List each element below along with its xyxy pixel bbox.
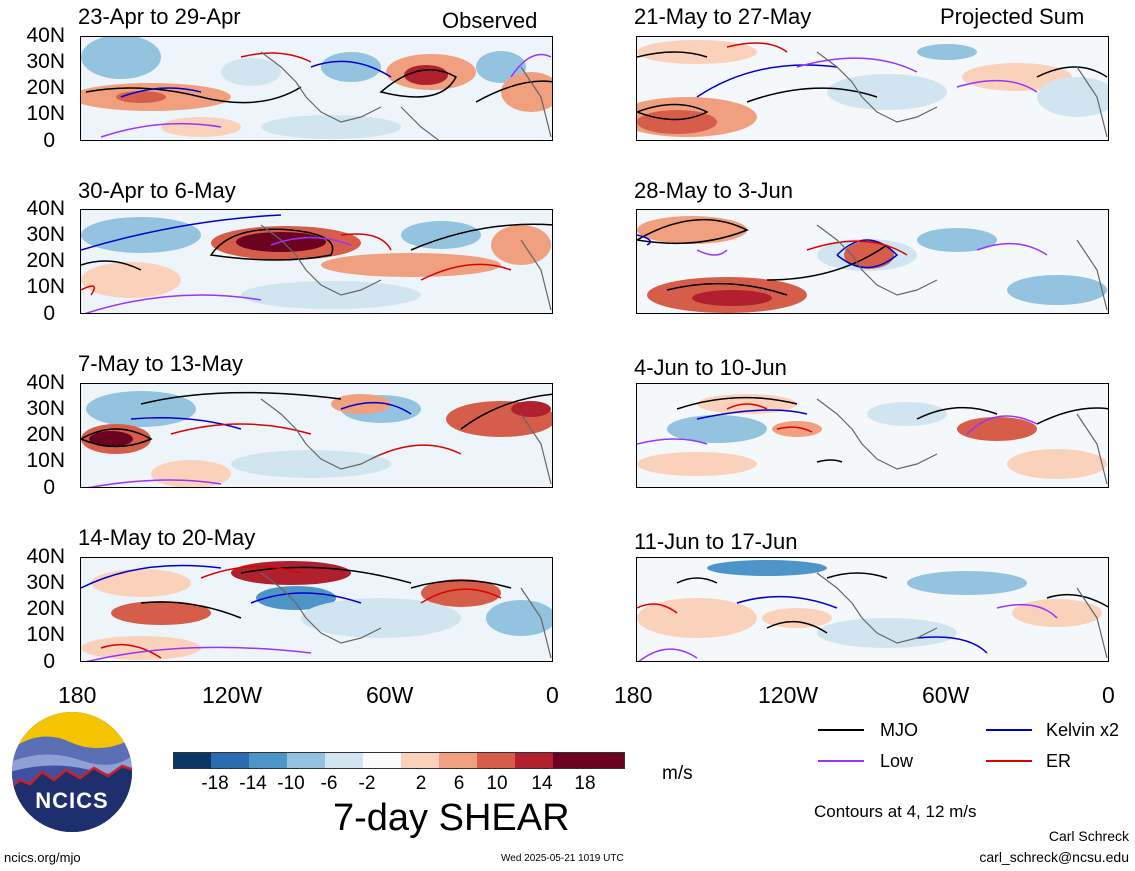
lat-label: 0	[43, 650, 55, 673]
colorbar-tick: 14	[531, 773, 553, 794]
lat-label: 40N	[26, 545, 65, 568]
shear-field	[81, 210, 552, 313]
colorbar-swatch	[173, 752, 211, 769]
logo-text: NCICS	[35, 788, 109, 813]
colorbar-tick: -2	[358, 773, 376, 794]
lat-label: 20N	[26, 597, 65, 620]
lon-label: 0	[546, 682, 559, 708]
lat-label: 30N	[26, 50, 65, 73]
contour-note: Contours at 4, 12 m/s	[814, 802, 977, 821]
panel-title: 4-Jun to 10-Jun	[634, 355, 787, 380]
colorbar-swatch	[211, 752, 249, 769]
lat-label: 20N	[26, 249, 65, 272]
lon-label: 180	[614, 682, 653, 708]
colorbar-swatch	[439, 752, 477, 769]
colorbar-swatch	[287, 752, 325, 769]
legend-line-mjo	[818, 729, 864, 731]
colorbar-swatch	[249, 752, 287, 769]
colorbar-tick: 18	[574, 773, 596, 794]
lat-label: 0	[43, 129, 55, 152]
panel-title: 7-May to 13-May	[78, 351, 244, 376]
shear-map	[636, 383, 1109, 488]
footer-author: Carl Schreck	[1048, 828, 1129, 844]
panel-title: 28-May to 3-Jun	[634, 178, 793, 203]
lat-label: 0	[43, 302, 55, 325]
footer-email[interactable]: carl_schreck@ncsu.edu	[979, 849, 1129, 865]
legend-label: MJO	[880, 720, 918, 740]
colorbar-tick: -10	[277, 773, 305, 794]
lon-label: 0	[1102, 682, 1115, 708]
lon-label: 60W	[922, 682, 970, 708]
lat-label: 30N	[26, 223, 65, 246]
shear-map	[636, 36, 1109, 141]
colorbar-units: m/s	[662, 763, 693, 784]
panel-title: 11-Jun to 17-Jun	[634, 529, 798, 554]
observed-label: Observed	[442, 8, 538, 33]
shear-field	[637, 558, 1108, 661]
colorbar-swatch	[401, 752, 439, 769]
legend-label: ER	[1046, 751, 1072, 771]
colorbar-swatch	[553, 752, 625, 769]
lat-label: 10N	[26, 275, 65, 298]
lat-label: 0	[43, 476, 55, 499]
lat-label: 30N	[26, 397, 65, 420]
colorbar-tick: 2	[415, 773, 427, 794]
shear-map	[636, 209, 1109, 314]
shear-map	[80, 557, 553, 662]
lat-label: 10N	[26, 102, 65, 125]
panel-title: 21-May to 27-May	[634, 4, 812, 29]
logo-icon	[12, 712, 132, 832]
panel-title: 23-Apr to 29-Apr	[78, 4, 241, 29]
main-title: 7-day SHEAR	[333, 797, 570, 839]
lat-label: 40N	[26, 24, 65, 47]
ncics-logo: NCICS	[10, 710, 134, 834]
shear-map	[636, 557, 1109, 662]
footer-timestamp: Wed 2025-05-21 1019 UTC	[501, 853, 624, 864]
lat-label: 10N	[26, 449, 65, 472]
colorbar-swatch	[515, 752, 553, 769]
colorbar-swatch	[363, 752, 401, 769]
lon-label: 180	[58, 682, 97, 708]
lat-label: 20N	[26, 423, 65, 446]
lat-label: 30N	[26, 571, 65, 594]
panel-title: 14-May to 20-May	[78, 525, 256, 550]
lat-label: 10N	[26, 623, 65, 646]
shear-field	[81, 37, 552, 140]
legend-line-kelvin	[986, 729, 1032, 731]
footer-url[interactable]: ncics.org/mjo	[4, 850, 81, 865]
shear-map	[80, 383, 553, 488]
colorbar-tick: -6	[320, 773, 338, 794]
colorbar-tick: -14	[239, 773, 267, 794]
lon-label: 120W	[758, 682, 819, 708]
shear-field	[81, 558, 552, 661]
lat-label: 40N	[26, 197, 65, 220]
shear-field	[637, 210, 1108, 313]
colorbar-tick: -18	[201, 773, 229, 794]
legend-line-er	[986, 760, 1032, 762]
projected-label: Projected Sum	[940, 4, 1085, 29]
colorbar-swatch	[477, 752, 515, 769]
legend-label: Kelvin x2	[1046, 720, 1120, 740]
lon-label: 60W	[366, 682, 414, 708]
legend-line-low	[818, 760, 864, 762]
colorbar-tick: 10	[486, 773, 508, 794]
shear-field	[637, 37, 1108, 140]
shear-field	[637, 384, 1108, 487]
lon-label: 120W	[202, 682, 263, 708]
lat-label: 20N	[26, 76, 65, 99]
colorbar-tick: 6	[453, 773, 465, 794]
shear-map	[80, 209, 553, 314]
panel-title: 30-Apr to 6-May	[78, 178, 236, 203]
shear-field	[81, 384, 552, 487]
legend-label: Low	[880, 751, 914, 771]
lat-label: 40N	[26, 371, 65, 394]
shear-map	[80, 36, 553, 141]
colorbar-swatch	[325, 752, 363, 769]
